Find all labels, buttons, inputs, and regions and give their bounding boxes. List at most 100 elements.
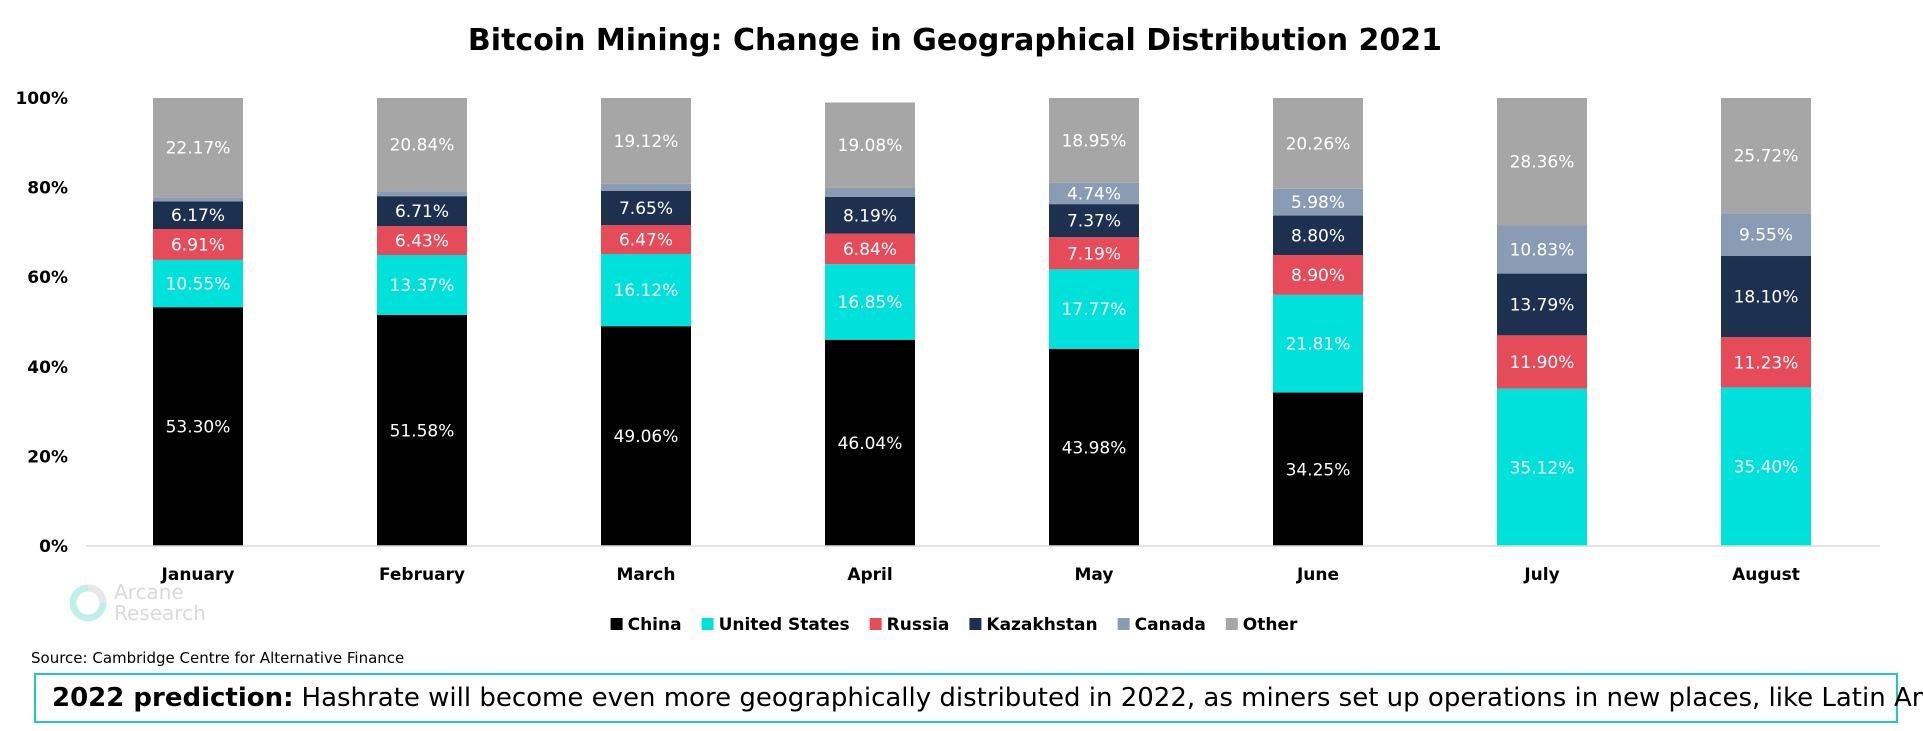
data-label: 18.10% — [1734, 288, 1799, 308]
bar-segment-canada — [1273, 188, 1363, 216]
legend-label-canada: Canada — [1135, 615, 1206, 635]
arcane-research-logo: Arcane Research — [68, 582, 206, 624]
y-tick-label: 80% — [27, 179, 68, 199]
data-label: 11.23% — [1734, 353, 1799, 373]
legend-swatch-canada — [1117, 618, 1130, 630]
data-label: 7.65% — [619, 199, 673, 219]
data-label: 49.06% — [614, 427, 679, 447]
y-tick-label: 40% — [27, 358, 68, 378]
data-label: 53.30% — [166, 418, 231, 438]
legend-swatch-russia — [869, 618, 882, 630]
data-label: 8.90% — [1291, 266, 1345, 286]
x-category-label: March — [617, 565, 676, 585]
bar-segment-united-states — [1497, 388, 1587, 546]
data-label: 13.79% — [1510, 295, 1575, 315]
bar-segment-kazakhstan — [1273, 215, 1363, 255]
x-category-label: July — [1523, 565, 1559, 585]
data-label: 6.84% — [843, 240, 897, 260]
bar-segment-other — [1497, 98, 1587, 226]
y-tick-label: 60% — [27, 268, 68, 288]
bar-segment-other — [377, 98, 467, 192]
data-label: 5.98% — [1291, 193, 1345, 213]
bar-segment-russia — [377, 226, 467, 256]
data-label: 16.85% — [838, 293, 903, 313]
data-label: 6.91% — [171, 235, 225, 255]
data-label: 10.55% — [166, 275, 231, 295]
bar-segment-canada — [1049, 182, 1139, 205]
bar-segment-china — [1049, 348, 1139, 546]
legend-swatch-other — [1225, 618, 1238, 630]
data-label: 7.37% — [1067, 212, 1121, 232]
bar-segment-canada — [825, 187, 915, 197]
bar-segment-other — [1273, 98, 1363, 189]
chart-title: Bitcoin Mining: Change in Geographical D… — [468, 23, 1442, 58]
arcane-ring-icon — [69, 584, 107, 622]
data-label: 22.17% — [166, 139, 231, 159]
bar-segment-canada — [1497, 225, 1587, 274]
x-category-label: April — [847, 565, 892, 585]
data-label: 8.80% — [1291, 226, 1345, 246]
data-label: 51.58% — [390, 421, 455, 441]
bar-segment-china — [825, 339, 915, 546]
bar-segment-china — [153, 307, 243, 546]
bar-segment-united-states — [825, 264, 915, 340]
data-label: 28.36% — [1510, 153, 1575, 173]
data-label: 13.37% — [390, 276, 455, 296]
data-label: 18.95% — [1062, 131, 1127, 151]
data-label: 7.19% — [1067, 244, 1121, 264]
bar-segment-other — [1049, 98, 1139, 183]
y-tick-label: 100% — [15, 89, 68, 109]
bar-segment-russia — [1721, 337, 1811, 388]
data-label: 6.71% — [395, 202, 449, 222]
data-label: 6.47% — [619, 231, 673, 251]
legend-swatch-china — [610, 618, 623, 630]
bar-segment-russia — [1049, 237, 1139, 270]
data-label: 34.25% — [1286, 460, 1351, 480]
data-label: 10.83% — [1510, 240, 1575, 260]
legend-label-other: Other — [1243, 615, 1298, 635]
bar-segment-russia — [825, 233, 915, 265]
data-label: 17.77% — [1062, 300, 1127, 320]
bar-segment-canada — [1721, 213, 1811, 257]
data-label: 8.19% — [843, 206, 897, 226]
data-label: 16.12% — [614, 281, 679, 301]
bar-segment-kazakhstan — [601, 190, 691, 226]
legend-label-united-states: United States — [719, 615, 850, 635]
bar-segment-kazakhstan — [1049, 204, 1139, 238]
logo-line-1: Arcane — [114, 580, 184, 604]
x-category-label: May — [1075, 565, 1114, 585]
source-note: Source: Cambridge Centre for Alternative… — [31, 649, 405, 667]
logo-line-2: Research — [114, 601, 206, 625]
data-label: 35.12% — [1510, 458, 1575, 478]
data-label: 6.17% — [171, 206, 225, 226]
bar-segment-canada — [153, 197, 243, 202]
bar-segment-china — [601, 326, 691, 546]
y-tick-label: 20% — [27, 447, 68, 467]
bar-segment-canada — [601, 183, 691, 191]
bar-segment-other — [825, 102, 915, 188]
bar-segment-kazakhstan — [377, 196, 467, 227]
bar-segment-other — [153, 98, 243, 198]
data-label: 46.04% — [838, 434, 903, 454]
bar-segment-russia — [153, 228, 243, 260]
bar-segment-kazakhstan — [1721, 256, 1811, 338]
bar-segment-other — [1721, 98, 1811, 214]
bar-segment-kazakhstan — [1497, 273, 1587, 336]
x-category-label: August — [1732, 565, 1800, 585]
legend-label-kazakhstan: Kazakhstan — [986, 615, 1097, 635]
logo-text: Arcane Research — [114, 582, 206, 624]
data-label: 19.08% — [838, 136, 903, 156]
data-label: 6.43% — [395, 232, 449, 252]
data-label: 25.72% — [1734, 147, 1799, 167]
bar-segment-russia — [601, 225, 691, 254]
legend-swatch-kazakhstan — [969, 618, 982, 630]
data-label: 43.98% — [1062, 438, 1127, 458]
data-label: 9.55% — [1739, 226, 1793, 246]
legend-label-russia: Russia — [887, 615, 950, 635]
bar-segment-united-states — [601, 253, 691, 327]
prediction-box: 2022 prediction: Hashrate will become ev… — [34, 673, 1923, 723]
data-label: 20.84% — [390, 136, 455, 156]
x-category-label: June — [1296, 565, 1339, 585]
legend-label-china: China — [628, 615, 682, 635]
x-category-label: January — [161, 565, 235, 585]
